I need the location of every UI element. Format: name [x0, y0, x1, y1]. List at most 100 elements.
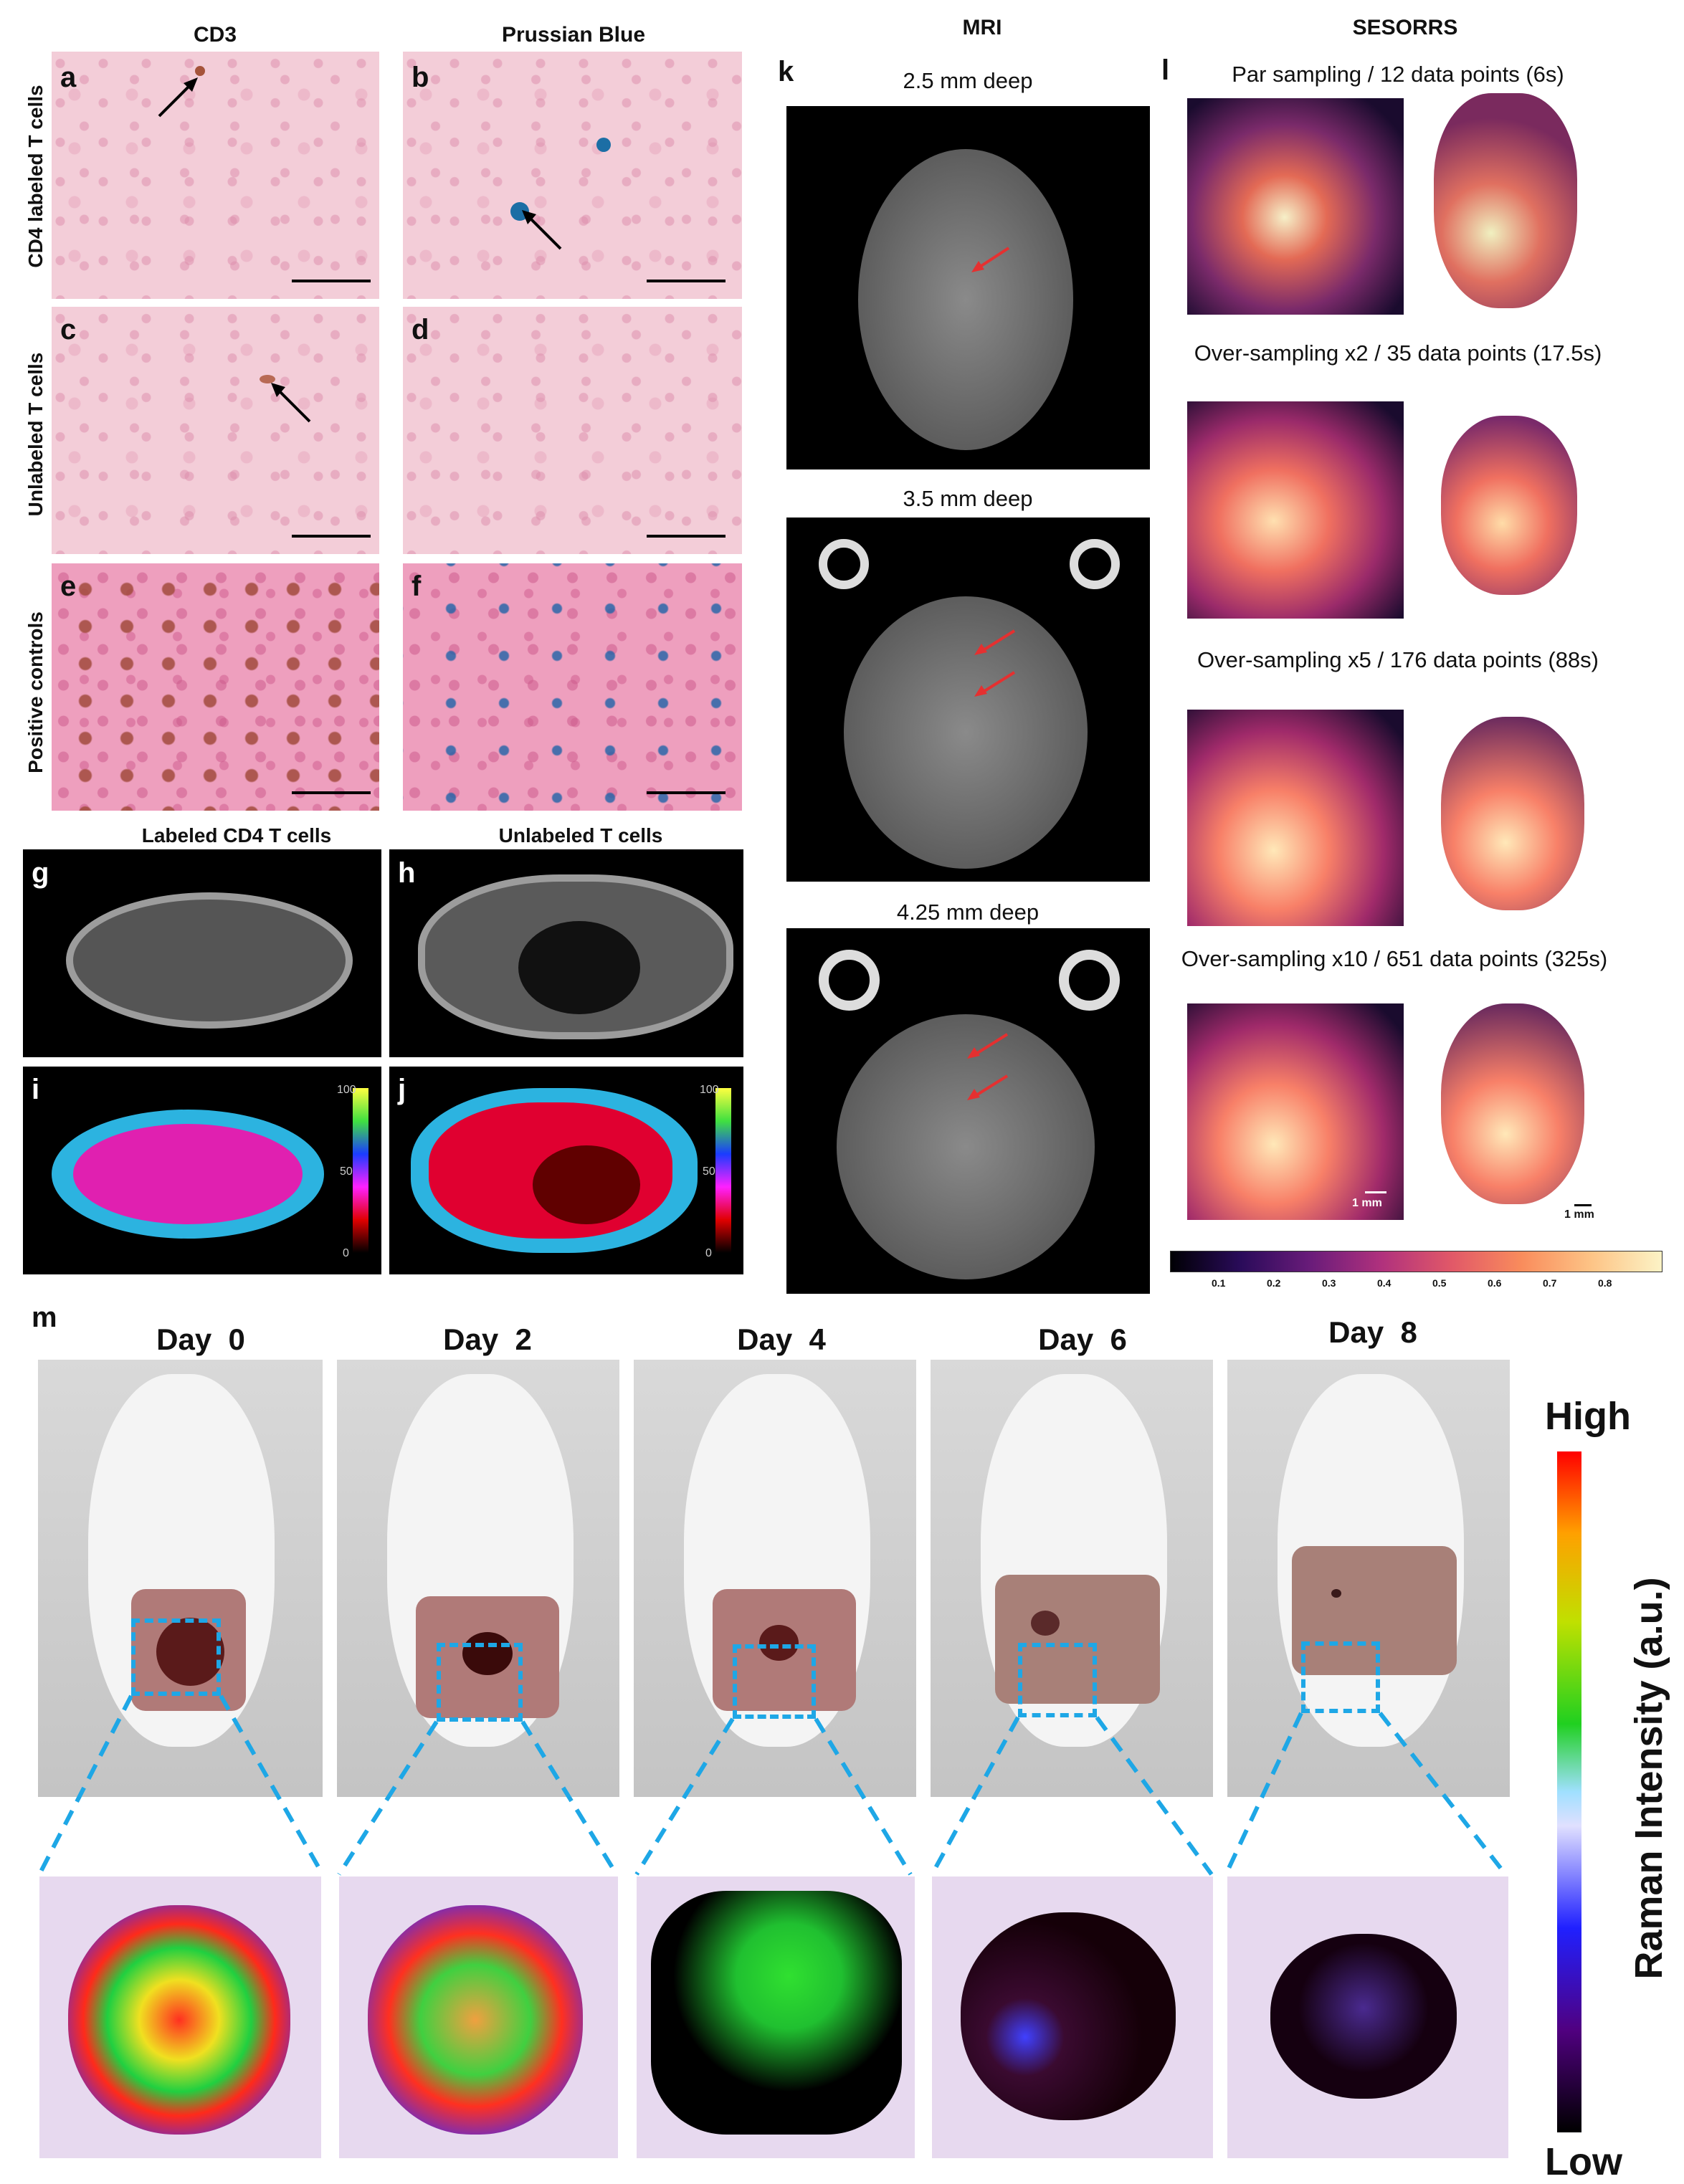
sesorrs-heatmap-3	[1187, 710, 1404, 926]
day-label-4: Day 4	[737, 1322, 826, 1356]
scale-bar	[292, 791, 371, 794]
mri-depth-caption: 3.5 mm deep	[903, 486, 1033, 511]
roi-box-day4	[733, 1644, 816, 1719]
scale-bar	[1365, 1191, 1386, 1193]
mri-depth-caption: 4.25 mm deep	[896, 900, 1040, 925]
day-label-8: Day 8	[1328, 1315, 1417, 1349]
red-arrow-icon	[971, 247, 1010, 272]
colorbar-tick: 0	[705, 1247, 712, 1259]
mouse-photo-day4	[634, 1360, 916, 1797]
panel-b-histology	[403, 52, 742, 299]
stained-cells	[403, 563, 742, 811]
cell-marker	[195, 66, 205, 76]
colorbar-tick: 0.4	[1377, 1277, 1392, 1289]
raman-map-day8	[1227, 1877, 1508, 2158]
panel-letter-c: c	[60, 314, 77, 345]
raman-signal	[961, 1912, 1176, 2120]
raman-map-day4	[637, 1877, 915, 2158]
raman-signal	[368, 1905, 583, 2135]
sesorrs-caption: Par sampling / 12 data points (6s)	[1232, 62, 1564, 87]
day-label-2: Day 2	[443, 1322, 532, 1356]
raman-colorbar-low: Low	[1545, 2140, 1622, 2183]
scale-bar	[292, 535, 371, 538]
panel-letter-j: j	[398, 1074, 406, 1105]
panel-letter-b: b	[412, 62, 429, 93]
panel-g-mri	[23, 849, 381, 1057]
sesorrs-heatmap-2	[1187, 401, 1404, 619]
colorbar-tick: 0.7	[1543, 1277, 1557, 1289]
raman-colorbar-title: Raman Intensity (a.u.)	[1627, 1577, 1670, 1980]
panel-letter-h: h	[398, 857, 416, 889]
panel-c-histology	[52, 307, 379, 554]
sesorrs-caption: Over-sampling x5 / 176 data points (88s)	[1197, 647, 1599, 672]
red-arrow-icon	[967, 1033, 1009, 1100]
colorbar-tick: 0	[343, 1247, 349, 1259]
arrow-icon	[522, 210, 562, 250]
colorbar-tick: 0.8	[1598, 1277, 1612, 1289]
scale-bar	[647, 791, 726, 794]
brain-shape	[844, 596, 1088, 869]
arrow-icon	[158, 77, 198, 118]
colorbar-tick: 0.2	[1267, 1277, 1281, 1289]
wound	[759, 1625, 799, 1661]
day-label-6: Day 6	[1038, 1322, 1127, 1356]
mouse-photo-day0	[38, 1360, 323, 1797]
day-label-0: Day 0	[156, 1322, 245, 1356]
panel-h-mri	[389, 849, 743, 1057]
scale-bar	[647, 280, 726, 282]
colorbar-tick: 50	[340, 1165, 353, 1178]
raman-colorbar-high: High	[1545, 1395, 1631, 1438]
header-sesorrs: SESORRS	[1352, 16, 1458, 39]
mri-brain-4p25mm	[786, 928, 1150, 1294]
stain-spot	[596, 138, 611, 152]
scale-bar	[647, 535, 726, 538]
mri-tumor	[518, 921, 640, 1014]
map-inner	[73, 1124, 303, 1224]
header-mri: MRI	[962, 16, 1002, 39]
wound	[1031, 1611, 1060, 1636]
panel-letter-f: f	[412, 571, 422, 602]
sesorrs-mask-2	[1441, 416, 1577, 595]
map-tumor	[533, 1145, 640, 1224]
wound	[156, 1618, 224, 1686]
mouse-photo-day8	[1227, 1360, 1510, 1797]
colorbar-tick: 0.3	[1322, 1277, 1336, 1289]
brain-shape	[858, 149, 1073, 450]
colorbar-tick: 100	[700, 1084, 719, 1096]
colorbar-i	[353, 1088, 368, 1253]
raman-map-day2	[339, 1877, 618, 2158]
mouse-photo-day2	[337, 1360, 619, 1797]
shaved-skin	[1292, 1546, 1457, 1675]
colorbar-j	[715, 1088, 731, 1253]
colorbar-tick: 50	[703, 1165, 715, 1178]
sesorrs-colorbar	[1170, 1251, 1662, 1272]
mri-brain-2p5mm	[786, 106, 1150, 469]
panel-letter-l: l	[1161, 54, 1170, 86]
roi-box-day6	[1018, 1643, 1097, 1717]
raman-map-day0	[39, 1877, 321, 2158]
raman-map-day6	[932, 1877, 1213, 2158]
raman-signal	[1270, 1934, 1457, 2099]
colorbar-tick: 0.5	[1432, 1277, 1447, 1289]
shaved-skin	[995, 1575, 1160, 1704]
panel-letter-m: m	[32, 1302, 57, 1333]
colorbar-tick: 100	[337, 1084, 356, 1096]
panel-letter-k: k	[778, 56, 794, 87]
colorbar-tick: 0.6	[1488, 1277, 1502, 1289]
sesorrs-heatmap-4: 1 mm	[1187, 1003, 1404, 1220]
raman-signal	[651, 1891, 902, 2135]
mouse-photo-day6	[931, 1360, 1213, 1797]
scale-bar	[1574, 1204, 1592, 1206]
sesorrs-mask-3	[1441, 717, 1584, 910]
raman-signal	[68, 1905, 290, 2135]
panel-a-histology	[52, 52, 379, 299]
panel-j-map: 100 50 0	[389, 1067, 743, 1274]
panel-f-histology	[403, 563, 742, 811]
scale-label: 1 mm	[1564, 1208, 1594, 1221]
mri-brain-3p5mm	[786, 518, 1150, 882]
panel-e-histology	[52, 563, 379, 811]
arrow-icon	[271, 383, 311, 423]
sesorrs-caption: Over-sampling x10 / 651 data points (325…	[1181, 946, 1608, 971]
sesorrs-mask-4	[1441, 1003, 1584, 1204]
